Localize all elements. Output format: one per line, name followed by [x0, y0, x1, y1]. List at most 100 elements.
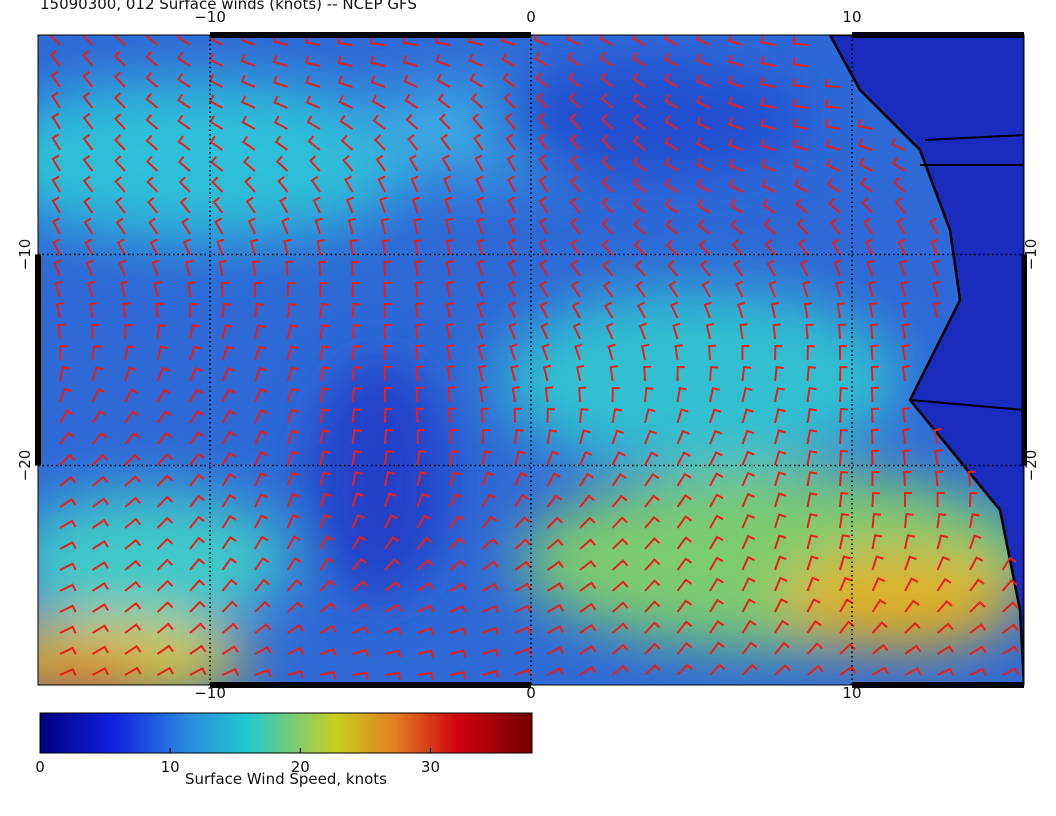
wind-barb — [611, 429, 624, 445]
wind-barb — [254, 429, 268, 445]
wind-barb — [857, 119, 873, 130]
wind-barb — [871, 666, 889, 676]
wind-barb — [1001, 645, 1019, 655]
wind-barb — [896, 217, 906, 235]
wind-barb — [286, 471, 300, 487]
wind-barb — [663, 52, 678, 67]
wind-barb — [221, 622, 239, 634]
wind-barb — [901, 407, 910, 424]
wind-barb — [579, 665, 597, 676]
wind-barb — [709, 535, 724, 550]
wind-barb — [319, 345, 330, 361]
wind-barb — [676, 365, 685, 382]
wind-barb — [445, 280, 454, 298]
wind-barb — [644, 663, 661, 676]
wind-barb — [676, 387, 687, 403]
wind-barb — [476, 280, 485, 298]
wind-barb — [643, 365, 652, 382]
wind-barb — [900, 280, 909, 298]
wind-barb — [806, 513, 818, 529]
wind-barb — [774, 534, 787, 550]
wind-barb — [286, 324, 298, 340]
wind-barb — [514, 604, 532, 613]
wind-barb — [792, 98, 808, 109]
wind-barb — [481, 471, 495, 487]
wind-barb — [697, 219, 711, 235]
wind-barb — [569, 113, 581, 130]
wind-barb — [513, 407, 522, 424]
wind-barb — [351, 513, 365, 529]
wind-barb — [741, 408, 754, 424]
wind-barb — [735, 280, 744, 298]
wind-barb — [445, 322, 454, 340]
wind-barb — [644, 472, 660, 487]
wind-barb — [676, 663, 693, 676]
wind-barb — [51, 175, 61, 193]
wind-barb — [51, 112, 61, 130]
wind-barb — [969, 491, 978, 508]
wind-barb — [727, 75, 743, 88]
wind-barb — [124, 453, 141, 466]
x-tick-label: 10 — [842, 684, 861, 702]
wind-barb — [601, 176, 614, 193]
wind-barb — [507, 196, 516, 214]
wind-barb — [305, 55, 321, 67]
wind-barb — [252, 260, 261, 277]
wind-barb — [445, 343, 455, 361]
wind-barb — [611, 664, 629, 676]
wind-barb — [124, 559, 142, 571]
x-tick-label: −10 — [194, 8, 226, 26]
wind-barb — [286, 450, 300, 466]
wind-barb — [611, 408, 623, 424]
wind-barb — [82, 70, 94, 88]
wind-barb — [254, 451, 268, 466]
wind-barb — [601, 239, 614, 256]
wind-barb — [254, 578, 270, 592]
wind-barb — [216, 238, 225, 256]
wind-barb — [1001, 556, 1017, 571]
wind-barb — [839, 665, 857, 676]
wind-barb — [893, 176, 906, 193]
wind-barb — [124, 623, 142, 634]
wind-barb — [384, 649, 402, 658]
wind-barb — [611, 451, 626, 466]
wind-barb — [871, 491, 881, 508]
wind-barb — [579, 429, 591, 445]
wind-barb — [286, 345, 299, 361]
wind-barb — [156, 345, 169, 361]
wind-barb — [124, 410, 140, 424]
wind-barb — [632, 198, 646, 214]
wind-barb — [146, 176, 159, 193]
wind-barb — [116, 238, 126, 256]
wind-barb — [319, 647, 337, 657]
wind-barb — [277, 175, 289, 193]
wind-barb — [337, 55, 353, 67]
wind-barb — [449, 492, 463, 508]
x-tick-label: −10 — [194, 684, 226, 702]
wind-barb — [904, 667, 922, 676]
wind-barb — [145, 35, 159, 46]
wind-barb — [412, 217, 422, 235]
wind-barb — [51, 91, 61, 109]
wind-barb — [862, 217, 874, 235]
wind-barb — [741, 492, 755, 508]
wind-barb — [319, 450, 331, 466]
wind-barb — [189, 302, 198, 319]
wind-barb — [254, 623, 272, 634]
wind-barb — [664, 198, 679, 214]
wind-barb — [838, 344, 847, 361]
wind-barb — [1002, 667, 1020, 676]
wind-barb — [609, 365, 618, 382]
wind-barb — [189, 452, 205, 466]
colorbar-tick-label: 20 — [291, 758, 310, 776]
wind-barb — [124, 366, 137, 382]
wind-barb — [826, 178, 841, 193]
wind-barb — [536, 92, 549, 109]
wind-barb — [286, 601, 304, 613]
wind-barb — [709, 577, 724, 592]
wind-barb — [507, 280, 516, 298]
wind-barb — [870, 428, 880, 445]
wind-barb — [208, 35, 223, 46]
wind-barb — [475, 196, 485, 214]
wind-barb — [574, 343, 583, 361]
